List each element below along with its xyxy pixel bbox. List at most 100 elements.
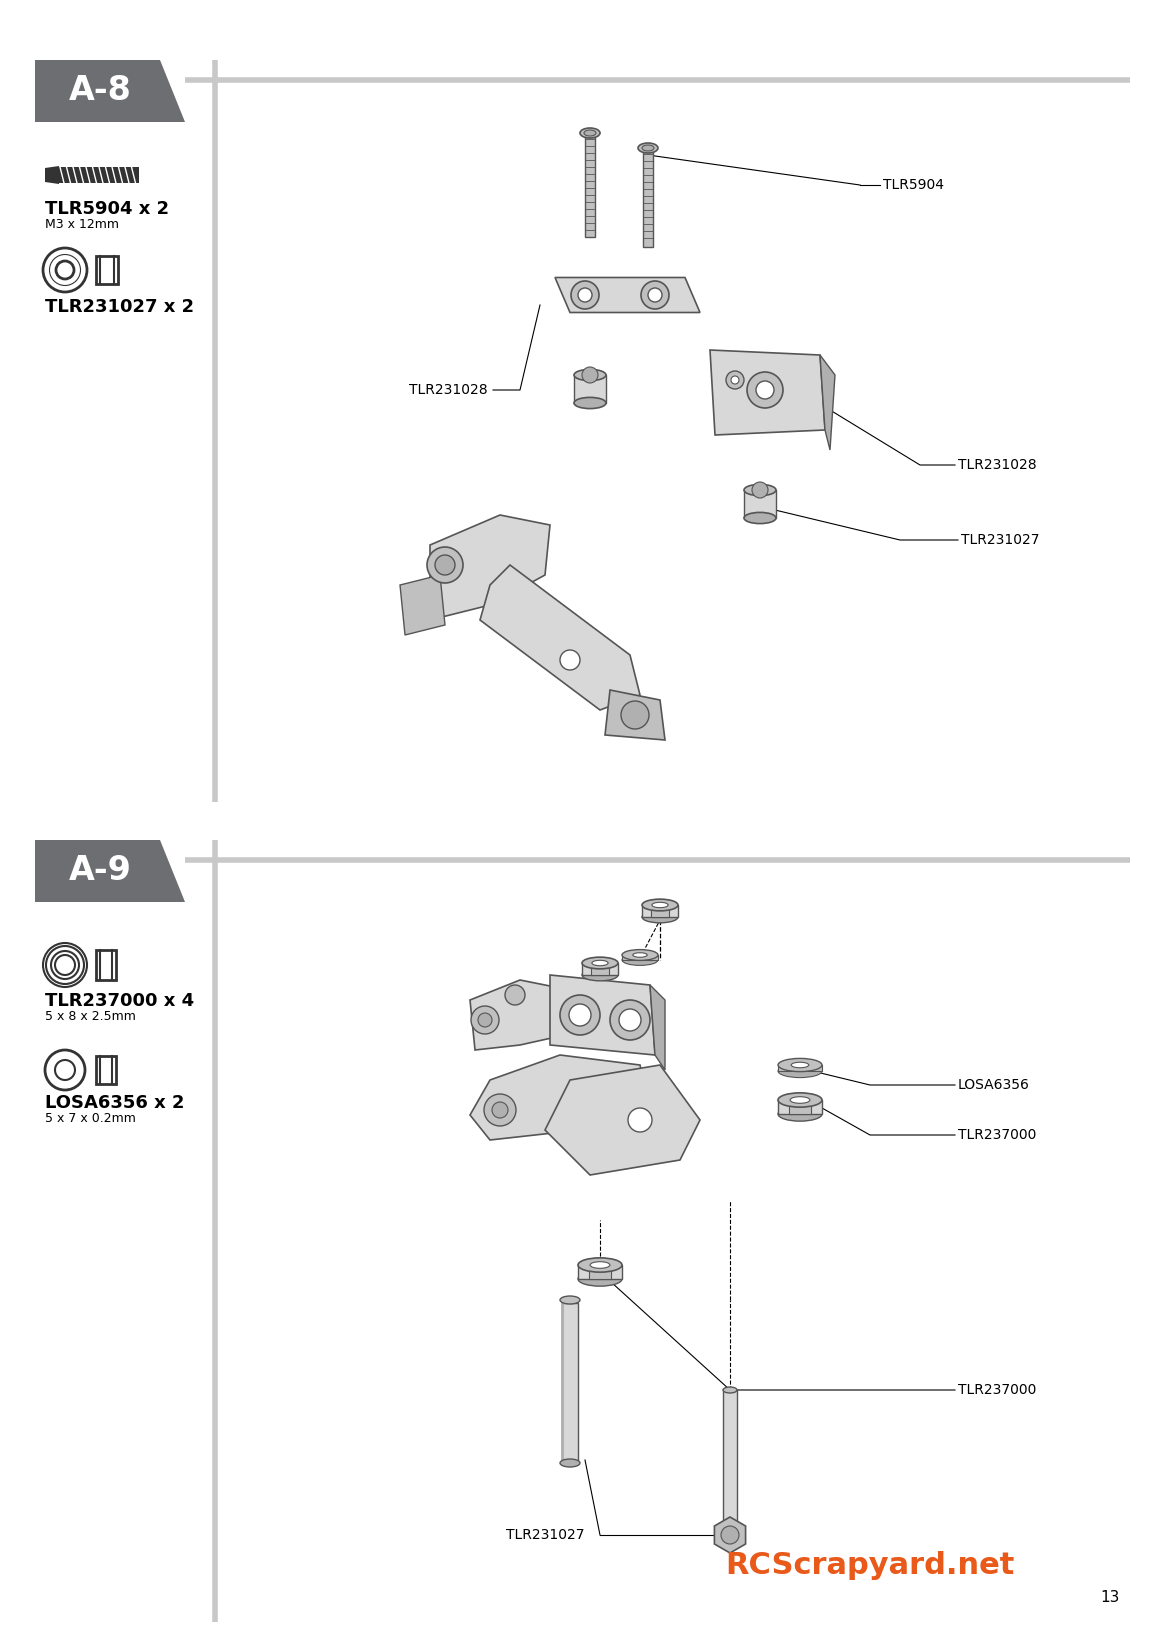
Bar (789, 1100, 811, 1115)
Bar (582, 963, 618, 976)
Text: TLR237000 x 4: TLR237000 x 4 (45, 992, 194, 1010)
Circle shape (578, 288, 592, 301)
Bar (96, 1056, 116, 1084)
Circle shape (427, 547, 463, 583)
Ellipse shape (592, 961, 609, 966)
Circle shape (582, 367, 598, 383)
Polygon shape (714, 1517, 745, 1554)
Text: TLR231027 x 2: TLR231027 x 2 (45, 298, 194, 316)
Bar (778, 1066, 821, 1071)
Bar (591, 963, 609, 976)
Circle shape (492, 1102, 508, 1118)
Ellipse shape (642, 146, 654, 151)
Polygon shape (470, 981, 570, 1049)
Polygon shape (35, 840, 185, 902)
Ellipse shape (582, 969, 618, 981)
Circle shape (569, 1003, 591, 1026)
Ellipse shape (642, 912, 678, 923)
Ellipse shape (651, 902, 668, 907)
Bar (723, 1390, 737, 1536)
Text: TLR231027: TLR231027 (507, 1527, 585, 1542)
Circle shape (471, 1007, 499, 1035)
Circle shape (435, 555, 455, 575)
Ellipse shape (574, 398, 606, 409)
Text: 13: 13 (1100, 1590, 1120, 1604)
Circle shape (610, 1000, 650, 1039)
Ellipse shape (791, 1062, 809, 1067)
Circle shape (752, 481, 768, 498)
Text: A-8: A-8 (68, 75, 132, 108)
Circle shape (560, 995, 600, 1035)
Ellipse shape (622, 954, 658, 966)
Polygon shape (820, 355, 835, 450)
Polygon shape (605, 691, 665, 740)
Circle shape (725, 372, 744, 390)
Bar (585, 138, 595, 237)
Bar (578, 1265, 622, 1278)
Text: 5 x 7 x 0.2mm: 5 x 7 x 0.2mm (45, 1112, 135, 1125)
Ellipse shape (584, 129, 596, 136)
Ellipse shape (778, 1064, 821, 1077)
Text: TLR237000: TLR237000 (958, 1383, 1037, 1396)
Polygon shape (480, 565, 640, 710)
Text: 5 x 8 x 2.5mm: 5 x 8 x 2.5mm (45, 1010, 135, 1023)
Polygon shape (545, 1066, 700, 1175)
Polygon shape (45, 165, 59, 183)
Text: A-9: A-9 (68, 855, 132, 887)
Circle shape (641, 282, 669, 309)
Text: RCScrapyard.net: RCScrapyard.net (725, 1550, 1015, 1580)
Polygon shape (650, 985, 665, 1071)
Polygon shape (555, 278, 700, 313)
Circle shape (731, 377, 739, 385)
Text: LOSA6356 x 2: LOSA6356 x 2 (45, 1094, 184, 1112)
Ellipse shape (622, 949, 658, 961)
Text: M3 x 12mm: M3 x 12mm (45, 218, 119, 231)
Bar (622, 954, 658, 959)
Text: TLR237000: TLR237000 (958, 1128, 1037, 1143)
Bar (744, 489, 776, 517)
Circle shape (572, 282, 599, 309)
Ellipse shape (574, 370, 606, 380)
Polygon shape (430, 516, 550, 620)
Circle shape (628, 1108, 653, 1133)
Polygon shape (400, 575, 445, 635)
Circle shape (484, 1094, 516, 1126)
Text: TLR231028: TLR231028 (410, 383, 488, 398)
Text: LOSA6356: LOSA6356 (958, 1079, 1030, 1092)
Circle shape (504, 985, 525, 1005)
Polygon shape (35, 61, 185, 123)
Ellipse shape (744, 485, 776, 496)
Ellipse shape (590, 1262, 610, 1269)
Circle shape (721, 1526, 739, 1544)
Bar (574, 375, 606, 403)
Ellipse shape (642, 899, 678, 910)
Circle shape (621, 701, 649, 728)
Ellipse shape (723, 1387, 737, 1393)
Ellipse shape (778, 1059, 821, 1072)
Circle shape (56, 260, 74, 278)
Ellipse shape (560, 1297, 580, 1305)
Ellipse shape (582, 958, 618, 969)
Ellipse shape (638, 142, 658, 152)
Circle shape (747, 372, 783, 408)
Bar (59, 167, 139, 183)
Ellipse shape (778, 1107, 821, 1121)
Ellipse shape (744, 512, 776, 524)
Bar (651, 905, 669, 917)
Ellipse shape (633, 953, 647, 958)
Bar (643, 152, 653, 247)
Bar (778, 1100, 821, 1115)
Circle shape (478, 1013, 492, 1026)
Text: TLR231027: TLR231027 (961, 534, 1039, 547)
Bar (642, 905, 678, 917)
Ellipse shape (778, 1094, 821, 1107)
Ellipse shape (580, 128, 600, 138)
Ellipse shape (790, 1097, 810, 1103)
Bar (96, 949, 116, 981)
Bar (96, 255, 118, 283)
Circle shape (56, 1061, 75, 1080)
Polygon shape (470, 1054, 650, 1139)
Text: TLR5904: TLR5904 (883, 178, 944, 192)
Circle shape (756, 381, 774, 399)
Circle shape (560, 650, 580, 670)
